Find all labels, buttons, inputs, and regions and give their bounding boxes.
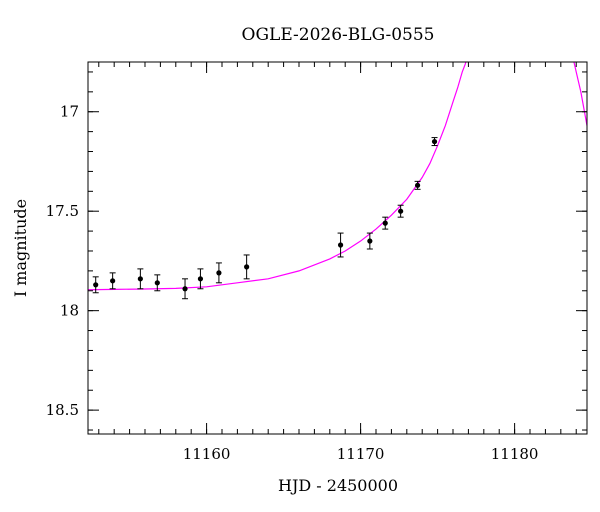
data-point xyxy=(382,220,388,226)
y-tick-label: 18.5 xyxy=(46,401,79,419)
data-point xyxy=(244,264,250,270)
data-point xyxy=(137,276,143,282)
model-curve xyxy=(88,62,587,291)
x-tick-label: 11180 xyxy=(491,445,539,463)
x-tick-label: 11160 xyxy=(183,445,231,463)
x-tick-label: 11170 xyxy=(337,445,385,463)
data-point xyxy=(398,208,404,214)
plot-frame xyxy=(87,61,588,435)
y-tick-label: 17.5 xyxy=(46,202,79,220)
data-point xyxy=(337,242,344,248)
data-point xyxy=(414,182,421,188)
data-point xyxy=(182,286,188,292)
y-tick-label: 18 xyxy=(60,302,79,320)
data-point xyxy=(431,138,438,145)
y-axis-label: I magnitude xyxy=(11,199,30,297)
data-point xyxy=(110,278,116,284)
data-point xyxy=(93,282,99,288)
x-axis-label: HJD - 2450000 xyxy=(278,476,398,495)
data-point xyxy=(216,270,222,276)
plot-area: 11160 11170 11180 17 17.5 18 18.5 xyxy=(46,61,588,463)
data-point xyxy=(197,276,204,282)
chart-title: OGLE-2026-BLG-0555 xyxy=(242,25,435,45)
data-point xyxy=(367,238,373,244)
y-tick-label: 17 xyxy=(60,103,79,121)
data-point xyxy=(154,280,160,286)
